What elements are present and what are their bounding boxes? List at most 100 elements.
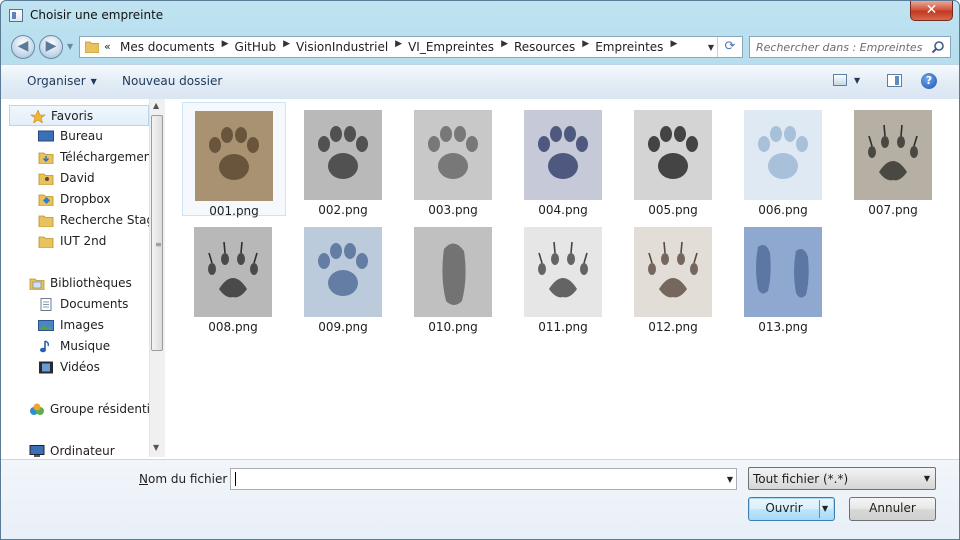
file-name: 006.png bbox=[758, 203, 808, 217]
sidebar-item-biblioth-ques[interactable]: Bibliothèques bbox=[9, 273, 149, 294]
search-input[interactable] bbox=[756, 39, 926, 55]
breadcrumb-item[interactable]: GitHub bbox=[234, 40, 277, 54]
close-button[interactable]: ✕ bbox=[910, 1, 953, 21]
grip-icon: ≡ bbox=[155, 240, 162, 249]
filename-field[interactable] bbox=[235, 471, 715, 487]
refresh-button[interactable]: ⟳ bbox=[717, 37, 742, 57]
breadcrumb-item[interactable]: Resources bbox=[513, 40, 576, 54]
back-button[interactable]: ◀ bbox=[11, 35, 35, 59]
file-name: 004.png bbox=[538, 203, 588, 217]
homegroup-icon bbox=[29, 403, 45, 416]
address-bar[interactable]: « Mes documents ▶ GitHub ▶ VisionIndustriel ▶… bbox=[79, 36, 743, 58]
sidebar-item-label: Documents bbox=[60, 297, 129, 311]
sidebar-item-ordinateur[interactable]: Ordinateur bbox=[9, 441, 149, 457]
file-name: 009.png bbox=[318, 320, 368, 334]
new-folder-button[interactable]: Nouveau dossier bbox=[122, 74, 223, 88]
sidebar-item-label: Images bbox=[60, 318, 104, 332]
file-item[interactable]: 007.png bbox=[842, 102, 946, 217]
search-icon[interactable] bbox=[931, 40, 945, 54]
organize-menu-button[interactable]: Organiser ▼ bbox=[27, 74, 97, 88]
sidebar-item-vid-os[interactable]: Vidéos bbox=[9, 357, 149, 378]
file-item[interactable]: 006.png bbox=[732, 102, 836, 217]
sidebar-item-recherche-stage[interactable]: Recherche Stage bbox=[9, 210, 149, 231]
cancel-button[interactable]: Annuler bbox=[849, 497, 936, 521]
navigation-pane-scrollbar[interactable]: ▲ ≡ ▼ bbox=[149, 99, 165, 457]
help-icon[interactable]: ? bbox=[921, 73, 937, 89]
sidebar-item-images[interactable]: Images bbox=[9, 315, 149, 336]
sidebar-item-label: Recherche Stage bbox=[60, 213, 149, 227]
breadcrumb-separator-icon[interactable]: ▶ bbox=[501, 39, 508, 49]
arrow-right-icon: ▶ bbox=[45, 38, 57, 54]
sidebar-item-label: Téléchargements bbox=[60, 150, 149, 164]
file-item[interactable]: 005.png bbox=[622, 102, 726, 217]
file-item[interactable]: 004.png bbox=[512, 102, 616, 217]
sidebar-item-bureau[interactable]: Bureau bbox=[9, 126, 149, 147]
preview-pane-icon[interactable] bbox=[887, 74, 902, 87]
sidebar-item-label: Musique bbox=[60, 339, 111, 353]
view-options-dropdown[interactable]: ▼ bbox=[854, 76, 861, 85]
breadcrumb-separator-icon[interactable]: ▶ bbox=[221, 39, 229, 49]
sidebar-item-label: IUT 2nd bbox=[60, 234, 107, 248]
folder-icon bbox=[38, 214, 54, 228]
sidebar-item-musique[interactable]: Musique bbox=[9, 336, 149, 357]
file-item[interactable]: 008.png bbox=[182, 219, 286, 334]
breadcrumb-item[interactable]: Mes documents bbox=[120, 40, 215, 54]
sidebar-item-documents[interactable]: Documents bbox=[9, 294, 149, 315]
sidebar-item-label: Bureau bbox=[60, 129, 103, 143]
change-view-icon[interactable] bbox=[833, 74, 847, 86]
filename-combobox[interactable]: ▼ bbox=[230, 468, 737, 490]
file-item[interactable]: 010.png bbox=[402, 219, 506, 334]
file-thumbnail bbox=[854, 110, 932, 200]
breadcrumb-item[interactable]: VI_Empreintes bbox=[408, 40, 495, 54]
file-type-value: Tout fichier (*.*) bbox=[753, 472, 849, 486]
pictures-icon bbox=[38, 319, 54, 332]
text-cursor bbox=[235, 472, 236, 486]
arrow-left-icon: ◀ bbox=[17, 38, 29, 54]
breadcrumb-separator-icon[interactable]: ▶ bbox=[395, 39, 403, 49]
breadcrumb-item[interactable]: VisionIndustriel bbox=[296, 40, 389, 54]
filename-label-accesskey: N bbox=[139, 472, 148, 486]
sidebar-item-groupe-r-sidentiel[interactable]: Groupe résidentiel bbox=[9, 399, 149, 420]
window-icon bbox=[9, 9, 23, 22]
breadcrumb-item[interactable]: Empreintes bbox=[595, 40, 664, 54]
scroll-down-icon[interactable]: ▼ bbox=[153, 443, 160, 452]
file-name: 010.png bbox=[428, 320, 478, 334]
breadcrumb-overflow-icon[interactable]: « bbox=[104, 40, 111, 53]
breadcrumb-separator-icon[interactable]: ▶ bbox=[582, 39, 590, 49]
breadcrumb-separator-icon[interactable]: ▶ bbox=[670, 39, 678, 49]
search-box[interactable] bbox=[749, 36, 951, 58]
file-thumbnail bbox=[304, 110, 382, 200]
file-type-select[interactable]: Tout fichier (*.*) ▼ bbox=[748, 467, 936, 490]
scroll-up-icon[interactable]: ▲ bbox=[153, 101, 160, 110]
file-item[interactable]: 009.png bbox=[292, 219, 396, 334]
breadcrumb-separator-icon[interactable]: ▶ bbox=[283, 39, 291, 49]
open-label: Ouvrir bbox=[765, 501, 803, 515]
recent-locations-dropdown[interactable]: ▼ bbox=[67, 42, 74, 51]
sidebar-item-t-l-chargements[interactable]: Téléchargements bbox=[9, 147, 149, 168]
file-item[interactable]: 003.png bbox=[402, 102, 506, 217]
file-item[interactable]: 011.png bbox=[512, 219, 616, 334]
filename-history-dropdown[interactable]: ▼ bbox=[726, 475, 733, 484]
browser-area: Favoris Bureau Téléchargements David Dropbox… bbox=[1, 99, 959, 459]
file-name: 005.png bbox=[648, 203, 698, 217]
file-name: 007.png bbox=[868, 203, 918, 217]
scrollbar-thumb[interactable]: ≡ bbox=[151, 115, 163, 351]
file-item[interactable]: 002.png bbox=[292, 102, 396, 217]
file-item[interactable]: 012.png bbox=[622, 219, 726, 334]
title-bar[interactable]: Choisir une empreinte ✕ bbox=[1, 1, 959, 31]
split-divider bbox=[819, 500, 820, 518]
open-options-dropdown[interactable]: ▼ bbox=[822, 504, 829, 513]
forward-button[interactable]: ▶ bbox=[39, 35, 63, 59]
organize-label: Organiser bbox=[27, 74, 86, 88]
sidebar-item-favoris[interactable]: Favoris bbox=[9, 105, 149, 126]
sidebar-item-label: Groupe résidentiel bbox=[50, 402, 149, 416]
open-button[interactable]: Ouvrir ▼ bbox=[748, 497, 835, 521]
file-item[interactable]: 001.png bbox=[182, 102, 286, 218]
star-icon bbox=[30, 109, 46, 124]
sidebar-item-iut-2nd[interactable]: IUT 2nd bbox=[9, 231, 149, 252]
sidebar-item-david[interactable]: David bbox=[9, 168, 149, 189]
file-item[interactable]: 013.png bbox=[732, 219, 836, 334]
sidebar-item-dropbox[interactable]: Dropbox bbox=[9, 189, 149, 210]
desktop-icon bbox=[38, 130, 54, 143]
address-dropdown-icon[interactable]: ▼ bbox=[707, 43, 714, 52]
